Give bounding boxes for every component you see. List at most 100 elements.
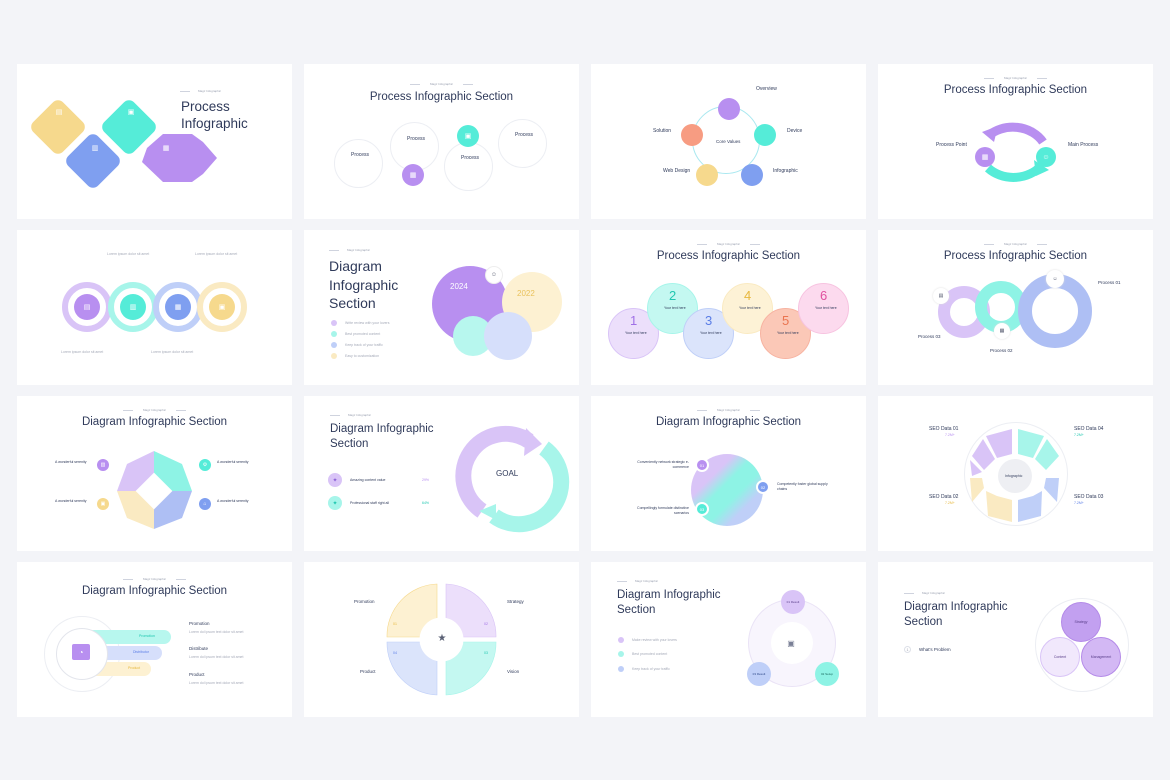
bar-label: Promotion: [139, 634, 155, 638]
bullet-text: Make review with your lovers: [632, 638, 677, 642]
row-value: 29%: [422, 478, 430, 482]
kicker: Magz Infographic: [330, 413, 371, 417]
process-circle: [444, 142, 493, 191]
seo-sub: 7.2M+: [1074, 433, 1084, 437]
kicker: Magz Infographic: [904, 591, 945, 595]
slide-title: Diagram Infographic Section: [617, 589, 721, 616]
left-label: Process Point: [936, 142, 967, 148]
kicker: Magz Infographic: [304, 82, 579, 86]
slide-thumbnail-2[interactable]: Magz Infographic Process Infographic Sec…: [304, 64, 579, 219]
slide-title: Diagram Infographic Section: [329, 258, 399, 311]
award-icon: ★: [437, 632, 447, 644]
right-label: Main Process: [1068, 142, 1099, 148]
node-device: [754, 124, 776, 146]
briefcase-icon: ▣: [97, 498, 109, 510]
slide-thumbnail-1[interactable]: ▤ ▥ ▣ ▦ Magz Infographic Process Infogra…: [17, 64, 292, 219]
item-label: A wonderful serenity: [55, 499, 87, 503]
slide-thumbnail-7[interactable]: Magz Infographic Process Infographic Sec…: [591, 230, 866, 385]
process-circle: [498, 119, 547, 168]
bullet-dot: [331, 320, 337, 326]
item-label: Promotion: [354, 599, 375, 604]
year-2022: 2022: [517, 289, 535, 298]
outer-ring: [964, 422, 1068, 526]
chart-icon: ▥: [120, 294, 146, 320]
slide-thumbnail-3[interactable]: Core Values Overview Device Infographic …: [591, 64, 866, 219]
slide-thumbnail-8[interactable]: Magz Infographic Process Infographic Sec…: [878, 230, 1153, 385]
caption: Lorem ipsum dolor sit amet: [195, 252, 238, 256]
bullet-dot: [618, 651, 624, 657]
slide-thumbnail-14[interactable]: ★ 01 02 03 04 Promotion Strategy Product…: [304, 562, 579, 717]
user-icon: ☺: [485, 266, 503, 284]
slide-title: Diagram Infographic Section: [655, 416, 802, 428]
step-number: 2: [669, 288, 677, 303]
item-label: Strategy: [507, 599, 524, 604]
slide-thumbnail-4[interactable]: Magz Infographic Process Infographic Sec…: [878, 64, 1153, 219]
item-label: Infographic: [773, 168, 798, 174]
caption: Lorem ipsum dolor sit amet: [107, 252, 150, 256]
venn-strategy: Strategy: [1061, 602, 1101, 642]
calendar-icon: ▦: [975, 147, 995, 167]
number-badge-02: 02: [756, 480, 770, 494]
slide-thumbnail-13[interactable]: Magz Infographic Diagram Infographic Sec…: [17, 562, 292, 717]
item-text: Conveniently network strategic e-commerc…: [637, 460, 689, 469]
caption: Lorem ipsum dolor sit amet: [61, 350, 104, 354]
venn-content: Content: [1040, 637, 1080, 677]
slide-title: Diagram Infographic Section: [81, 585, 228, 597]
node-left: 03 Result: [747, 662, 771, 686]
goal-label: GOAL: [496, 469, 519, 478]
kicker: Magz Infographic: [617, 579, 658, 583]
bullet-dot: [331, 342, 337, 348]
process-label: Process 02: [990, 348, 1013, 353]
quadrant-num: 04: [393, 651, 397, 655]
bullet-dot: [331, 331, 337, 337]
presentation-icon: ▣: [787, 638, 795, 648]
bullet-text: Best promoted content: [632, 652, 668, 656]
document-icon: ▤: [933, 288, 949, 304]
step-label: Your text here: [777, 331, 799, 335]
bar-promotion: [87, 630, 171, 644]
problem-label: What's Problem: [919, 647, 951, 652]
quadrant-num: 02: [484, 622, 488, 626]
item-text: Competently foster global supply chains: [777, 482, 828, 491]
process-label: Process 01: [1098, 280, 1121, 285]
slide-title: Diagram Infographic Section: [330, 423, 434, 450]
bar-label: Distributor: [133, 650, 149, 654]
seo-sub: 7.2M+: [945, 433, 955, 437]
calendar-icon: ▦: [994, 323, 1010, 339]
kicker: Magz Infographic: [591, 408, 866, 412]
step-number: 1: [630, 313, 638, 328]
step-number: 3: [705, 313, 713, 328]
slide-title: Process Infographic Section: [943, 84, 1088, 96]
slide-title: Diagram Infographic Section: [81, 416, 228, 428]
slide-thumbnail-9[interactable]: Magz Infographic Diagram Infographic Sec…: [17, 396, 292, 551]
slide-title: Process Infographic Section: [369, 91, 514, 103]
item-label: A wonderful serenity: [217, 460, 249, 464]
home-icon: ⌂: [199, 498, 211, 510]
slide-thumbnail-11[interactable]: Magz Infographic Diagram Infographic Sec…: [591, 396, 866, 551]
slide-thumbnail-15[interactable]: Magz Infographic Diagram Infographic Sec…: [591, 562, 866, 717]
kicker: Magz Infographic: [591, 242, 866, 246]
briefcase-icon: ▣: [127, 109, 135, 116]
slide-thumbnail-10[interactable]: Magz Infographic Diagram Infographic Sec…: [304, 396, 579, 551]
process-label: Process: [515, 132, 534, 138]
item-label: Distribute: [189, 646, 209, 651]
quadrant-num: 01: [393, 622, 397, 626]
step-label: Your text here: [625, 331, 647, 335]
slide-thumbnail-16[interactable]: Magz Infographic Diagram Infographic Sec…: [878, 562, 1153, 717]
seo-sub: 7.2M+: [945, 501, 955, 505]
step-label: Your text here: [815, 306, 837, 310]
seo-label: SEO Data 01: [929, 426, 959, 432]
slide-thumbnail-12[interactable]: Infographic SEO Data 01 SEO Data 04 SEO …: [878, 396, 1153, 551]
step-label: Your text here: [664, 306, 686, 310]
seo-label: SEO Data 03: [1074, 494, 1104, 500]
process-circle: [334, 139, 383, 188]
presentation-icon: ◔: [72, 644, 90, 660]
item-text: Compellingly formulate distinctive scena…: [637, 506, 689, 515]
slide-thumbnail-5[interactable]: ▤ ▥ ▦ ▣ Lorem ipsum dolor sit amet Lorem…: [17, 230, 292, 385]
goal-cycle-graphic: [455, 425, 570, 533]
slide-thumbnail-6[interactable]: Magz Infographic Diagram Infographic Sec…: [304, 230, 579, 385]
ring-yellow: [197, 282, 247, 332]
chart-icon: ▥: [97, 459, 109, 471]
briefcase-icon: ▣: [457, 125, 479, 147]
row-value: 64%: [422, 501, 430, 505]
